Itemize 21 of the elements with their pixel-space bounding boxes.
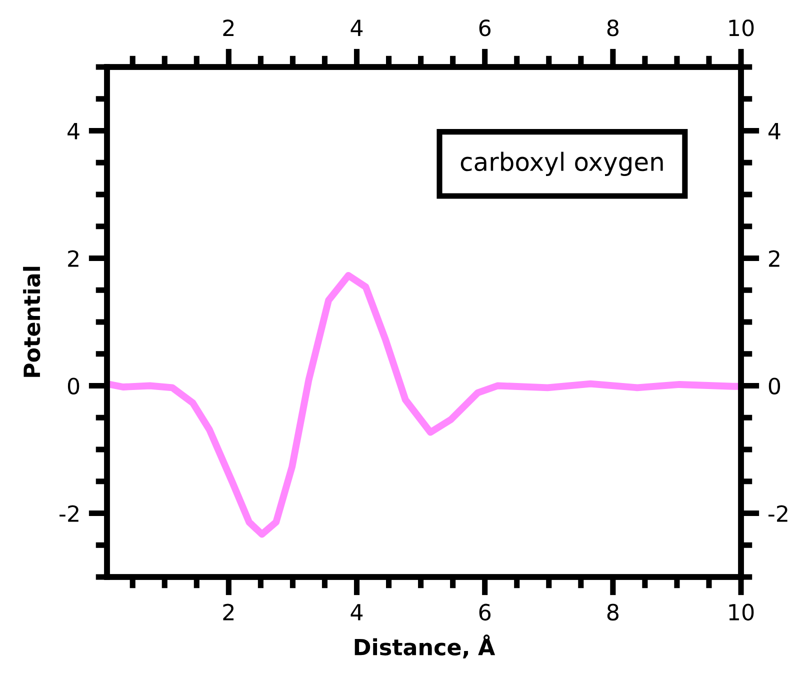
x-tick-label: 10 bbox=[729, 604, 754, 621]
annotation: carboxyl oxygen bbox=[460, 152, 663, 176]
x2-tick-label: 10 bbox=[729, 19, 754, 36]
x2-tick-label: 6 bbox=[479, 19, 491, 36]
x-tick-label: 2 bbox=[223, 604, 234, 620]
y2-tick-label: 0 bbox=[768, 378, 780, 395]
y2-tick-label: 4 bbox=[768, 122, 780, 140]
x-tick-label: 8 bbox=[607, 604, 618, 621]
y-tick-label: 4 bbox=[68, 122, 80, 140]
y2-tick-label: -2 bbox=[768, 505, 788, 522]
x2-tick-label: 8 bbox=[607, 19, 618, 36]
x-axis-title: Distance, Å bbox=[354, 634, 496, 658]
y2-tick-label: 2 bbox=[769, 250, 780, 267]
y-tick-label: 2 bbox=[68, 250, 78, 267]
x2-tick-label: 4 bbox=[350, 20, 363, 36]
x-tick-label: 6 bbox=[479, 604, 491, 621]
x-tick-label: 4 bbox=[350, 604, 363, 620]
y-tick-label: 0 bbox=[68, 378, 80, 395]
y-axis-title: Potential bbox=[23, 266, 40, 377]
y-tick-label: -2 bbox=[60, 505, 78, 522]
x2-tick-label: 2 bbox=[223, 19, 234, 36]
